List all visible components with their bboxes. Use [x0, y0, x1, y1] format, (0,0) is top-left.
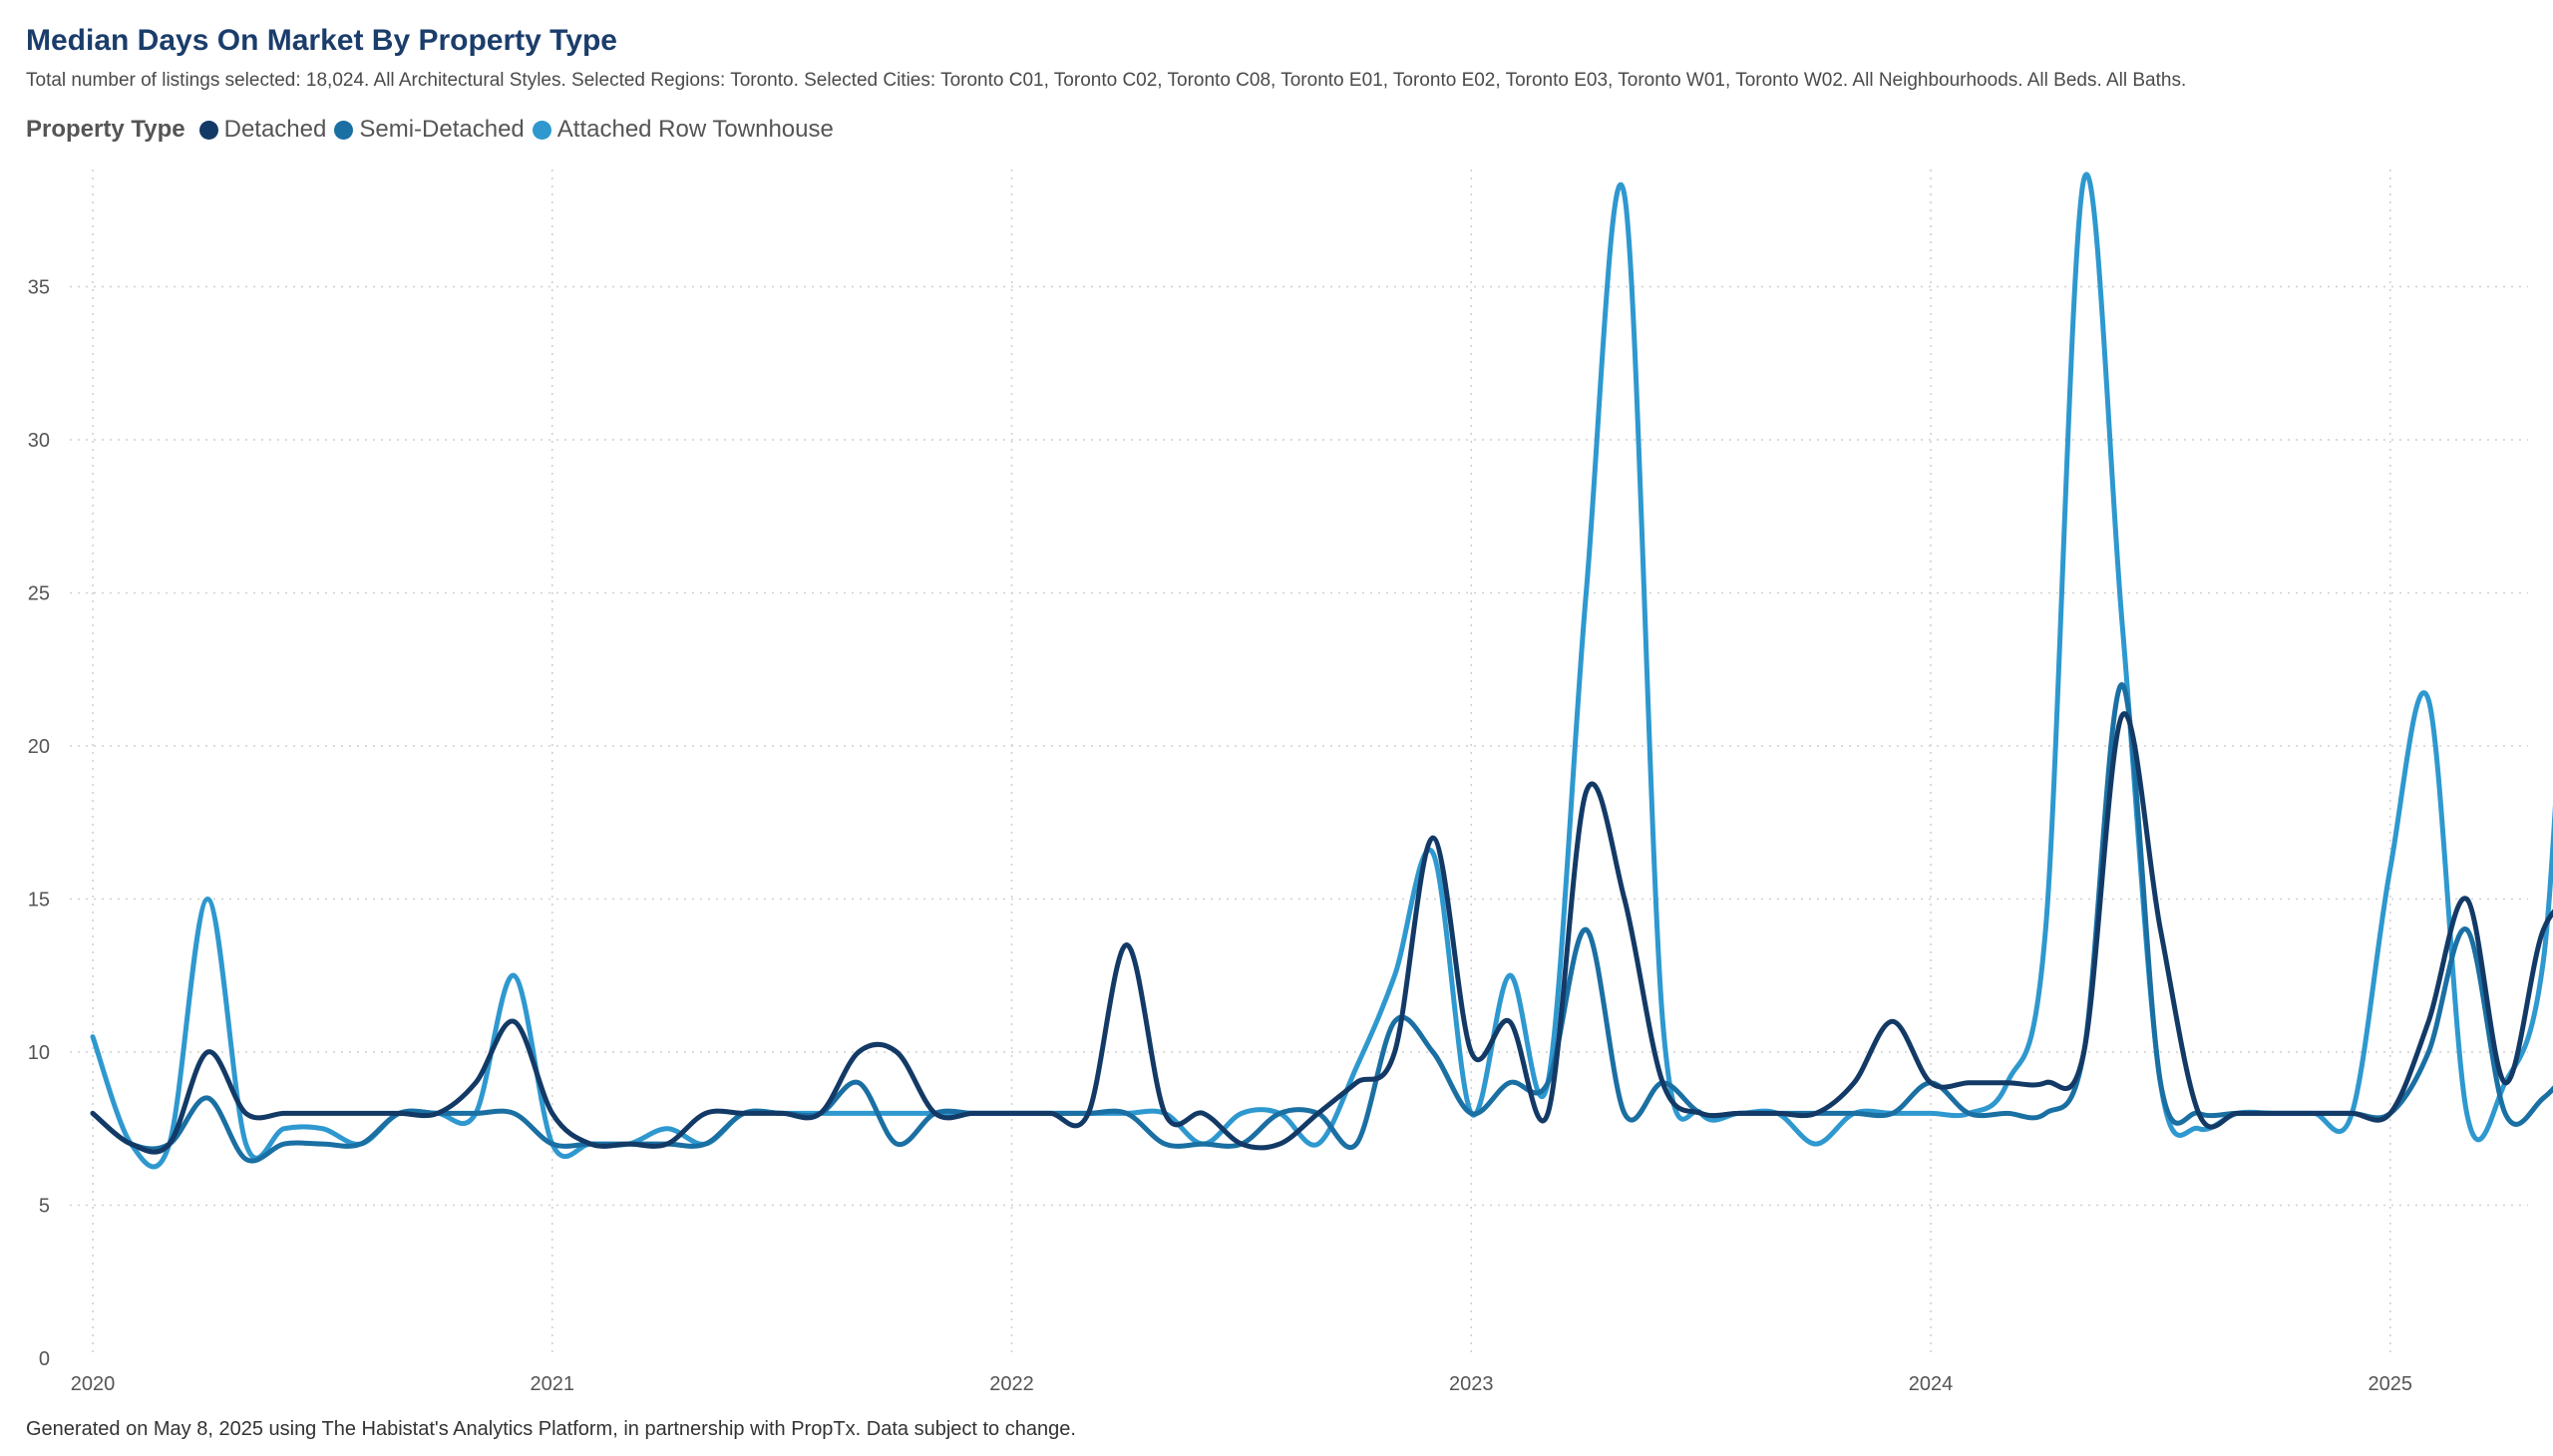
- legend-dot-semi-detached: [334, 120, 354, 140]
- legend-item-detached[interactable]: Detached: [198, 116, 327, 144]
- series-line-townhouse[interactable]: [90, 172, 2553, 1170]
- legend: Property Type Detached Semi-Detached Att…: [26, 116, 842, 144]
- x-tick-label: 2023: [1449, 1373, 1494, 1395]
- legend-dot-townhouse: [532, 120, 551, 140]
- y-tick-label: 0: [39, 1348, 50, 1370]
- legend-label-semi-detached: Semi-Detached: [359, 116, 525, 143]
- legend-label-detached: Detached: [223, 116, 327, 143]
- y-tick-label: 15: [28, 889, 50, 910]
- y-tick-label: 5: [39, 1195, 50, 1217]
- x-tick-label: 2021: [531, 1373, 575, 1395]
- grid-lines: [70, 170, 2528, 1358]
- y-tick-label: 20: [28, 736, 50, 758]
- legend-item-semi-detached[interactable]: Semi-Detached: [334, 116, 525, 144]
- footer-note: Generated on May 8, 2025 using The Habis…: [26, 1418, 1076, 1440]
- y-tick-label: 25: [28, 582, 50, 604]
- x-tick-label: 2024: [1909, 1373, 1954, 1395]
- y-tick-label: 35: [28, 276, 50, 298]
- x-tick-label: 2025: [2369, 1373, 2413, 1395]
- series-lines: [90, 172, 2553, 1170]
- legend-title: Property Type: [26, 116, 185, 143]
- x-tick-label: 2022: [989, 1373, 1034, 1395]
- chart-title: Median Days On Market By Property Type: [26, 24, 617, 57]
- y-tick-label: 30: [28, 430, 50, 452]
- legend-label-townhouse: Attached Row Townhouse: [556, 116, 834, 143]
- y-tick-label: 10: [28, 1042, 50, 1064]
- legend-dot-detached: [198, 120, 218, 140]
- legend-item-townhouse[interactable]: Attached Row Townhouse: [532, 116, 834, 144]
- chart-subtitle: Total number of listings selected: 18,02…: [26, 70, 2187, 91]
- x-tick-label: 2020: [71, 1373, 116, 1395]
- series-line-detached[interactable]: [90, 711, 2553, 1155]
